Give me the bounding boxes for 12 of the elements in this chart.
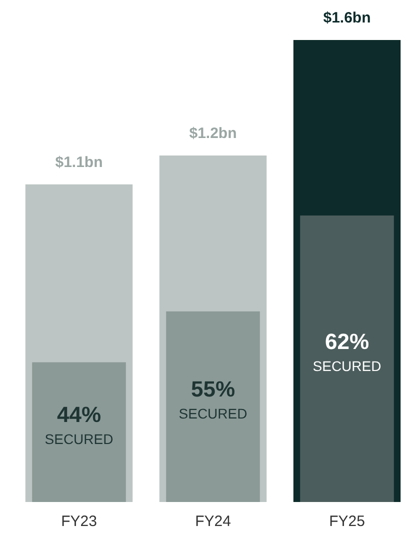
x-tick-label: FY24 (195, 513, 231, 530)
x-tick-label: FY25 (329, 513, 365, 530)
bar (32, 362, 126, 502)
x-tick-label: FY23 (61, 513, 97, 530)
annotation: 44% SECURED (44, 402, 114, 448)
annotation: 62% SECURED (312, 328, 382, 374)
data-label: $1.6bn (323, 10, 371, 27)
bar (166, 311, 260, 502)
data-label: $1.2bn (189, 125, 237, 142)
annotation: 55% SECURED (178, 376, 248, 422)
data-label: $1.1bn (55, 154, 103, 172)
bar (300, 216, 394, 502)
